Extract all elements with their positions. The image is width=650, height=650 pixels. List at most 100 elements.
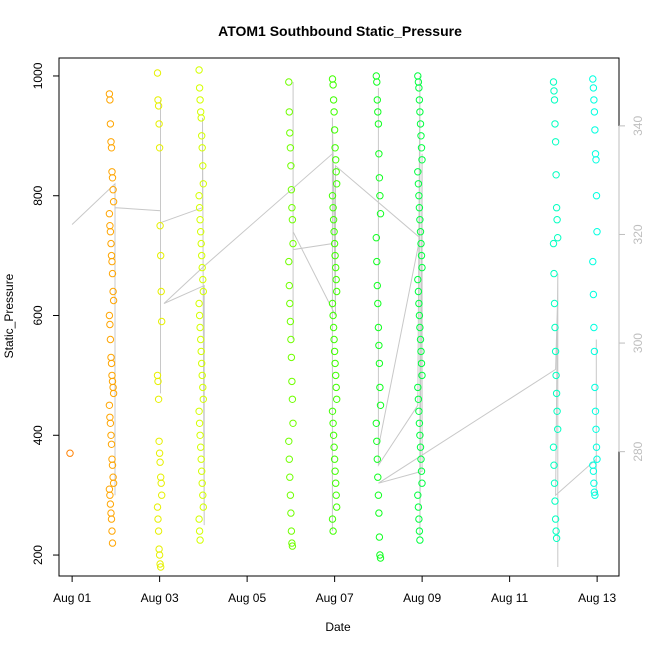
data-point (66, 449, 74, 457)
data-point (592, 192, 601, 200)
x-tick-label: Aug 03 (141, 591, 179, 605)
data-point (373, 437, 381, 445)
series-9 (549, 78, 562, 542)
data-point (553, 216, 561, 224)
data-point (589, 257, 597, 266)
data-point (415, 407, 423, 415)
data-point (287, 509, 295, 517)
data-point (285, 281, 293, 290)
data-point (552, 389, 561, 398)
data-point (287, 527, 296, 535)
data-point (155, 437, 163, 445)
data-point (105, 311, 114, 320)
data-point (329, 81, 337, 89)
data-point (106, 491, 114, 499)
data-point (376, 192, 384, 200)
data-point (590, 488, 599, 496)
data-point (549, 78, 558, 86)
data-point (592, 443, 601, 451)
data-point (329, 419, 337, 427)
plot-frame (58, 57, 620, 577)
data-point (328, 192, 337, 200)
data-point (330, 239, 339, 248)
data-point (329, 311, 337, 320)
data-point (375, 509, 383, 517)
data-point (108, 269, 117, 278)
data-point (415, 299, 423, 308)
data-point (416, 323, 424, 332)
data-point (552, 204, 561, 212)
data-point (197, 455, 205, 463)
data-point (417, 251, 426, 260)
data-point (551, 515, 560, 523)
data-point (552, 534, 561, 542)
data-point (590, 323, 598, 332)
data-point (288, 204, 296, 212)
data-point (154, 102, 163, 110)
data-point (554, 425, 562, 433)
data-point (286, 299, 294, 308)
data-point (550, 299, 559, 308)
data-point (376, 383, 384, 392)
data-point (286, 144, 295, 152)
data-point (418, 479, 426, 487)
data-point (332, 371, 340, 380)
y-tick-label: 400 (31, 425, 45, 445)
y-tick-label: 600 (31, 305, 45, 325)
y-axis: 200 400 600 800 1000 (31, 62, 60, 565)
data-point (418, 263, 426, 272)
data-point (590, 108, 599, 116)
data-point (330, 108, 338, 116)
data-point (374, 473, 382, 481)
data-point (195, 419, 204, 427)
data-point (591, 126, 599, 134)
data-point (329, 527, 337, 535)
data-point (550, 269, 558, 278)
data-point (330, 347, 339, 356)
data-point (108, 455, 116, 463)
data-point (415, 527, 424, 535)
data-point (414, 395, 423, 403)
data-point (155, 120, 163, 128)
data-point (109, 186, 117, 194)
data-point (156, 222, 164, 230)
data-point (332, 263, 340, 272)
data-point (372, 234, 380, 242)
data-point (374, 491, 383, 499)
data-point (330, 443, 338, 451)
data-point (153, 371, 162, 380)
data-point (328, 299, 337, 308)
data-point (415, 419, 424, 427)
data-point (108, 371, 116, 380)
data-point (285, 257, 293, 266)
data-point (107, 353, 115, 362)
data-point (195, 299, 203, 308)
data-point (108, 539, 117, 547)
data-point (331, 251, 339, 260)
data-point (195, 84, 204, 92)
series-8 (414, 72, 426, 544)
data-point (331, 359, 339, 368)
data-point (551, 120, 559, 128)
data-point (332, 156, 340, 164)
data-point (155, 449, 164, 457)
data-point (105, 401, 114, 409)
data-point (157, 251, 165, 260)
data-point (157, 479, 165, 487)
data-point (416, 443, 425, 451)
data-point (108, 174, 117, 182)
data-point (108, 461, 117, 469)
data-point (592, 156, 600, 164)
data-point (554, 234, 562, 242)
data-point (199, 287, 208, 296)
data-point (197, 239, 205, 248)
data-point (287, 335, 295, 344)
y2-axis: 280 300 320 340 (618, 116, 645, 462)
data-point (197, 443, 205, 451)
x-tick-label: Aug 05 (228, 591, 266, 605)
data-point (592, 425, 600, 433)
data-point (108, 257, 116, 266)
data-point (289, 239, 297, 248)
data-point (109, 296, 118, 305)
data-point (332, 275, 340, 284)
